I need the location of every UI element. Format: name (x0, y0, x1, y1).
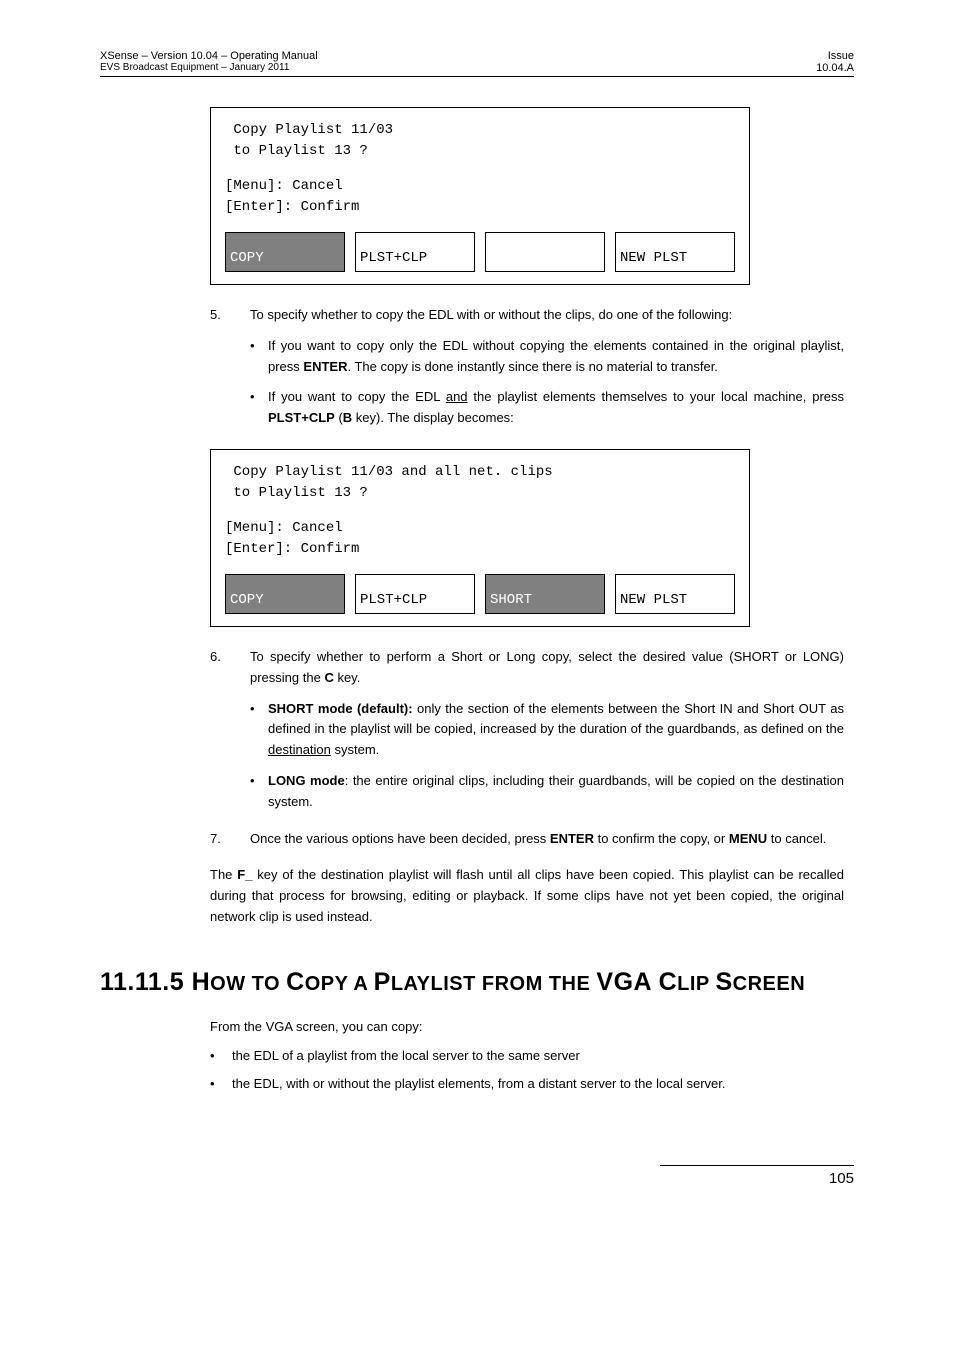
step-text: Once the various options have been decid… (250, 829, 844, 850)
terminal-line: Copy Playlist 11/03 (225, 120, 735, 141)
vga-bullet-2: • the EDL, with or without the playlist … (210, 1074, 844, 1095)
terminal-line: to Playlist 13 ? (225, 483, 735, 504)
section-heading: 11.11.5 HOW TO COPY A PLAYLIST FROM THE … (100, 968, 854, 997)
text: to cancel. (767, 831, 826, 846)
underlined-text: and (446, 389, 468, 404)
heading-cap: C (659, 968, 678, 996)
plst-clp-button[interactable]: PLST+CLP (355, 232, 475, 272)
page-header: XSense – Version 10.04 – Operating Manua… (100, 50, 854, 77)
bullet-dot: • (250, 387, 268, 429)
text: If you want to copy the EDL (268, 389, 446, 404)
bold-key: C (324, 670, 333, 685)
header-issue-label: Issue (816, 50, 854, 62)
terminal-button-row: COPY PLST+CLP NEW PLST (225, 232, 735, 272)
header-right: Issue 10.04.A (816, 50, 854, 74)
bold-key: F_ (237, 867, 252, 882)
step-number: 7. (210, 829, 250, 850)
bold-key: PLST+CLP (268, 410, 335, 425)
terminal-dialog-1: Copy Playlist 11/03 to Playlist 13 ? [Me… (210, 107, 750, 285)
heading-smallcaps: OW TO (210, 973, 286, 995)
text: system. (331, 742, 379, 757)
bullet-dot: • (210, 1074, 232, 1095)
header-company: EVS Broadcast Equipment – January 2011 (100, 62, 318, 73)
empty-button[interactable] (485, 232, 605, 272)
heading-smallcaps: CREEN (733, 973, 806, 995)
bullet-dot: • (250, 336, 268, 378)
step-7: 7. Once the various options have been de… (210, 829, 844, 850)
bullet-text: the EDL of a playlist from the local ser… (232, 1046, 844, 1067)
bold-key: B (343, 410, 352, 425)
text: Once the various options have been decid… (250, 831, 550, 846)
page-footer: 105 (660, 1165, 854, 1187)
body-content: 5. To specify whether to copy the EDL wi… (210, 305, 844, 429)
heading-smallcaps: LIP (677, 973, 715, 995)
heading-cap: H (192, 968, 211, 996)
bullet-text: If you want to copy the EDL and the play… (268, 387, 844, 429)
text: key. (334, 670, 361, 685)
step-6-bullet-2: • LONG mode: the entire original clips, … (250, 771, 844, 813)
text: to confirm the copy, or (594, 831, 729, 846)
heading-cap: C (286, 968, 305, 996)
heading-smallcaps: LAYLIST FROM THE (391, 973, 597, 995)
text: key). The display becomes: (352, 410, 514, 425)
bold-key: MENU (729, 831, 767, 846)
bold-label: SHORT mode (default): (268, 701, 413, 716)
step-number: 6. (210, 647, 250, 689)
plst-clp-button[interactable]: PLST+CLP (355, 574, 475, 614)
step-5-bullet-2: • If you want to copy the EDL and the pl… (250, 387, 844, 429)
text: the playlist elements themselves to your… (468, 389, 844, 404)
bullet-dot: • (210, 1046, 232, 1067)
text: . The copy is done instantly since there… (347, 359, 717, 374)
bullet-text: SHORT mode (default): only the section o… (268, 699, 844, 761)
terminal-line: to Playlist 13 ? (225, 141, 735, 162)
step-number: 5. (210, 305, 250, 326)
bold-label: LONG mode (268, 773, 345, 788)
text: The (210, 867, 237, 882)
terminal-line: [Enter]: Confirm (225, 539, 735, 560)
bold-key: ENTER (550, 831, 594, 846)
step-5: 5. To specify whether to copy the EDL wi… (210, 305, 844, 326)
vga-bullet-1: • the EDL of a playlist from the local s… (210, 1046, 844, 1067)
terminal-line: [Enter]: Confirm (225, 197, 735, 218)
terminal-button-row: COPY PLST+CLP SHORT NEW PLST (225, 574, 735, 614)
heading-number: 11.11.5 (100, 968, 192, 996)
header-issue-value: 10.04.A (816, 62, 854, 74)
step-6: 6. To specify whether to perform a Short… (210, 647, 844, 689)
step-6-bullet-1: • SHORT mode (default): only the section… (250, 699, 844, 761)
vga-section-body: From the VGA screen, you can copy: • the… (210, 1017, 844, 1095)
body-content-2: 6. To specify whether to perform a Short… (210, 647, 844, 928)
bullet-dot: • (250, 699, 268, 761)
bullet-text: If you want to copy only the EDL without… (268, 336, 844, 378)
step-text: To specify whether to perform a Short or… (250, 647, 844, 689)
bullet-dot: • (250, 771, 268, 813)
short-button[interactable]: SHORT (485, 574, 605, 614)
heading-cap: VGA (596, 968, 658, 996)
header-left: XSense – Version 10.04 – Operating Manua… (100, 50, 318, 74)
heading-cap: S (715, 968, 732, 996)
text: key of the destination playlist will fla… (210, 867, 844, 924)
bold-key: ENTER (303, 359, 347, 374)
new-plst-button[interactable]: NEW PLST (615, 232, 735, 272)
new-plst-button[interactable]: NEW PLST (615, 574, 735, 614)
step-5-bullet-1: • If you want to copy only the EDL witho… (250, 336, 844, 378)
terminal-line: Copy Playlist 11/03 and all net. clips (225, 462, 735, 483)
terminal-line: [Menu]: Cancel (225, 176, 735, 197)
paragraph-fkey: The F_ key of the destination playlist w… (210, 865, 844, 927)
copy-button[interactable]: COPY (225, 232, 345, 272)
header-product: XSense – Version 10.04 – Operating Manua… (100, 50, 318, 62)
underlined-text: destination (268, 742, 331, 757)
vga-intro: From the VGA screen, you can copy: (210, 1017, 844, 1038)
terminal-line: [Menu]: Cancel (225, 518, 735, 539)
text: ( (335, 410, 343, 425)
bullet-text: the EDL, with or without the playlist el… (232, 1074, 844, 1095)
step-text: To specify whether to copy the EDL with … (250, 305, 844, 326)
terminal-dialog-2: Copy Playlist 11/03 and all net. clips t… (210, 449, 750, 627)
heading-smallcaps: OPY A (305, 973, 374, 995)
page-number: 105 (829, 1170, 854, 1187)
heading-cap: P (374, 968, 391, 996)
bullet-text: LONG mode: the entire original clips, in… (268, 771, 844, 813)
copy-button[interactable]: COPY (225, 574, 345, 614)
text: : the entire original clips, including t… (268, 773, 844, 809)
